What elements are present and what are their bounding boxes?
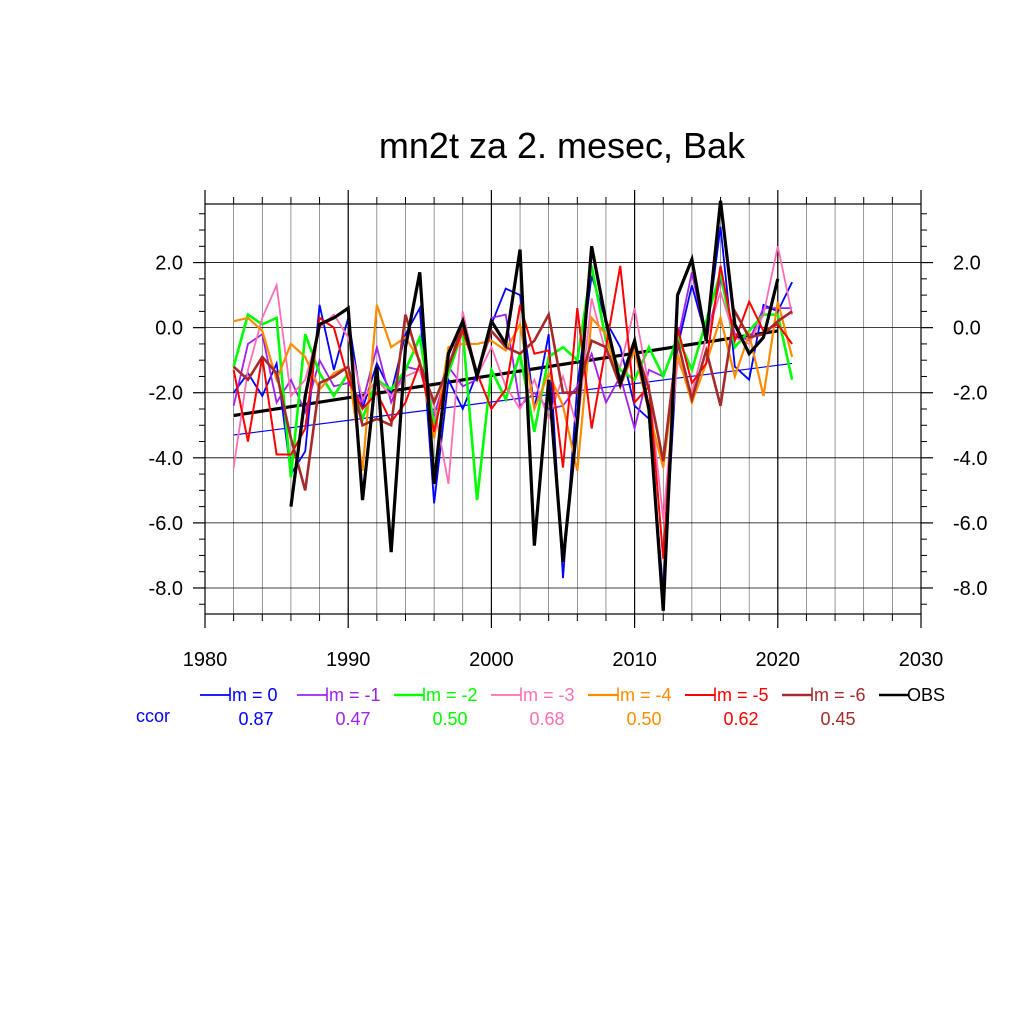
ccor-label: ccor xyxy=(136,706,170,726)
x-tick-label: 1980 xyxy=(183,649,228,671)
x-tick-label: 2000 xyxy=(469,649,514,671)
legend-label: lm = -6 xyxy=(810,685,866,705)
chart-title: mn2t za 2. mesec, Bak xyxy=(379,125,746,166)
legend-label: lm = -5 xyxy=(713,685,769,705)
y-tick-label-right: 0.0 xyxy=(953,318,981,340)
ccor-value: 0.47 xyxy=(335,709,370,729)
legend-label: lm = -1 xyxy=(325,685,381,705)
y-tick-label-right: -6.0 xyxy=(953,513,987,535)
x-tick-label: 2020 xyxy=(756,649,801,671)
ccor-value: 0.45 xyxy=(820,709,855,729)
ccor-value: 0.50 xyxy=(626,709,661,729)
y-tick-label-right: -4.0 xyxy=(953,448,987,470)
y-tick-label-left: 2.0 xyxy=(155,253,183,275)
series-line xyxy=(232,226,793,592)
series-line xyxy=(232,307,793,491)
y-tick-label-right: 2.0 xyxy=(953,253,981,275)
x-tick-label: 2010 xyxy=(612,649,657,671)
y-tick-label-left: -2.0 xyxy=(149,383,183,405)
y-tick-label-left: -6.0 xyxy=(149,513,183,535)
series-line xyxy=(233,301,794,472)
series-line xyxy=(232,265,794,501)
legend-label: lm = -2 xyxy=(422,685,478,705)
legend-label: lm = -4 xyxy=(616,685,672,705)
x-tick-label: 1990 xyxy=(326,649,371,671)
trend-line xyxy=(233,329,779,418)
y-tick-label-right: -2.0 xyxy=(953,383,987,405)
y-tick-label-right: -8.0 xyxy=(953,578,987,600)
series-line xyxy=(289,200,780,611)
y-tick-label-left: -8.0 xyxy=(149,578,183,600)
ccor-value: 0.62 xyxy=(723,709,758,729)
legend-label: OBS xyxy=(907,685,945,705)
ccor-value: 0.68 xyxy=(529,709,564,729)
legend-label: lm = 0 xyxy=(228,685,278,705)
legend: lm = 0 0.87 lm = -1 0.47 lm = -2 0.50 lm = -3 0… xyxy=(136,685,945,729)
y-tick-label-left: 0.0 xyxy=(155,318,183,340)
x-tick-label: 2030 xyxy=(899,649,944,671)
ccor-value: 0.87 xyxy=(238,709,273,729)
data-series xyxy=(232,200,794,611)
ccor-value: 0.50 xyxy=(432,709,467,729)
axes: 1980 1990 2000 2010 2020 2030 2.0 2.0 0.0 0.0 -2.0… xyxy=(149,190,987,671)
y-tick-label-left: -4.0 xyxy=(149,448,183,470)
legend-label: lm = -3 xyxy=(519,685,575,705)
